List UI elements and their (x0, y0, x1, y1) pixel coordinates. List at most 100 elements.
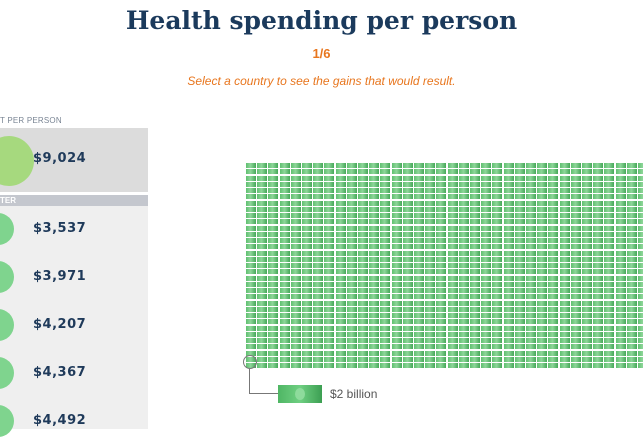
money-bill-icon (324, 250, 335, 256)
money-bill-icon (313, 331, 324, 337)
country-row[interactable]: $4,207 (0, 302, 148, 350)
money-bill-icon (402, 169, 413, 175)
money-bill-icon (246, 194, 256, 200)
money-bill-icon (615, 169, 626, 175)
money-bill-icon (593, 306, 604, 312)
money-bill-icon (526, 294, 536, 300)
money-bill-icon (402, 344, 413, 350)
money-bill-icon (470, 263, 480, 268)
money-bill-icon (638, 244, 643, 250)
money-bill-icon (492, 163, 503, 168)
money-bill-icon (492, 219, 503, 225)
money-bill-icon (257, 219, 268, 225)
money-bill-icon (313, 350, 324, 356)
money-bill-icon (559, 344, 570, 350)
money-bill-icon (470, 231, 480, 237)
money-bill-icon (335, 288, 346, 293)
money-bill-icon (302, 200, 312, 206)
money-bill-icon (492, 275, 503, 281)
money-bill-icon (380, 175, 391, 181)
money-bill-icon (324, 206, 335, 212)
money-bill-icon (358, 350, 368, 356)
money-bill-icon (559, 325, 570, 331)
money-bill-icon (369, 256, 380, 262)
money-bill-icon (369, 244, 380, 250)
money-bill-icon (425, 294, 436, 300)
money-bill-icon (526, 313, 536, 318)
money-bill-icon (268, 169, 279, 175)
money-bill-icon (369, 275, 380, 281)
money-bill-icon (380, 163, 391, 168)
money-bill-icon (514, 163, 525, 168)
money-bill-icon (470, 188, 480, 193)
money-bill-icon (447, 363, 458, 368)
money-bill-icon (369, 306, 380, 312)
money-bill-icon (391, 175, 402, 181)
money-bill-icon (570, 263, 581, 268)
money-bill-icon (414, 250, 424, 256)
money-bill-icon (290, 219, 301, 225)
money-bill-icon (425, 225, 436, 231)
money-bill-icon (246, 213, 256, 218)
money-bill-icon (615, 350, 626, 356)
money-bill-icon (290, 344, 301, 350)
money-bill-icon (526, 244, 536, 250)
money-bill-icon (402, 313, 413, 318)
money-bill-icon (492, 350, 503, 356)
money-bill-icon (290, 231, 301, 237)
money-bill-icon (638, 356, 643, 362)
money-bill-icon (638, 225, 643, 231)
money-bill-icon (447, 319, 458, 325)
money-bill-icon (548, 344, 559, 350)
money-bill-icon (582, 294, 592, 300)
money-bill-icon (279, 350, 290, 356)
money-bill-icon (358, 313, 368, 318)
money-bill-icon (582, 331, 592, 337)
money-bill-icon (593, 213, 604, 218)
money-bill-icon (425, 256, 436, 262)
money-bill-icon (425, 338, 436, 343)
money-bill-icon (369, 281, 380, 287)
money-bill-icon (570, 356, 581, 362)
money-bill-icon (481, 288, 492, 293)
money-bill-icon (346, 194, 357, 200)
money-bill-icon (570, 288, 581, 293)
money-bill-icon (425, 250, 436, 256)
money-bill-icon (414, 281, 424, 287)
country-row[interactable]: $4,492 (0, 398, 148, 446)
money-bill-icon (604, 331, 615, 337)
money-bill-icon (257, 319, 268, 325)
money-bill-icon (302, 313, 312, 318)
panel-header: T PER PERSON (0, 116, 62, 125)
money-bill-icon (615, 225, 626, 231)
country-row[interactable]: $3,537 (0, 206, 148, 254)
money-bill-icon (615, 188, 626, 193)
money-bill-icon (358, 263, 368, 268)
money-bill-icon (402, 256, 413, 262)
money-bill-icon (302, 294, 312, 300)
money-bill-icon (548, 206, 559, 212)
country-row[interactable]: $4,367 (0, 350, 148, 398)
money-bill-icon (402, 275, 413, 281)
selected-country-row[interactable]: $9,024 (0, 128, 148, 192)
money-bill-icon (638, 200, 643, 206)
money-bill-icon (313, 344, 324, 350)
money-bill-icon (324, 344, 335, 350)
money-bill-icon (447, 294, 458, 300)
country-row[interactable]: $3,971 (0, 254, 148, 302)
money-bill-icon (570, 175, 581, 181)
money-bill-icon (615, 175, 626, 181)
money-bill-icon (324, 263, 335, 268)
money-bill-icon (391, 331, 402, 337)
money-bill-icon (503, 263, 514, 268)
money-bill-icon (324, 306, 335, 312)
money-bill-icon (402, 281, 413, 287)
money-bill-icon (302, 281, 312, 287)
money-bill-icon (346, 281, 357, 287)
money-bill-icon (425, 163, 436, 168)
money-bill-icon (514, 244, 525, 250)
money-bill-icon (447, 181, 458, 187)
money-bill-icon (402, 294, 413, 300)
money-bill-icon (380, 206, 391, 212)
money-bill-icon (626, 175, 637, 181)
